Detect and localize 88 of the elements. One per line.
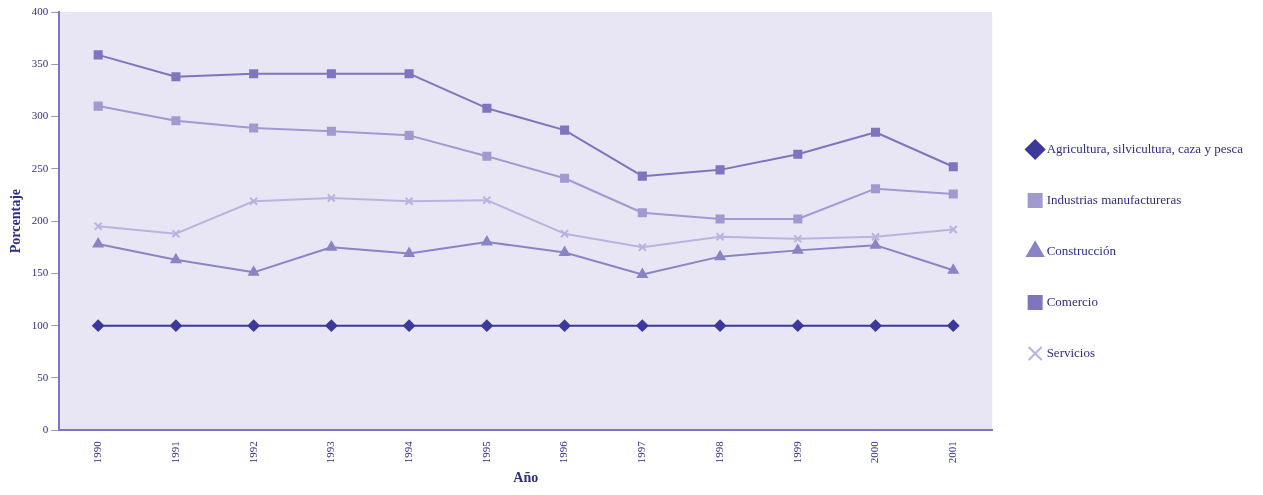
x-tick-label: 1997	[635, 440, 648, 464]
point	[482, 103, 492, 113]
x-tick-label: 1998	[712, 440, 725, 464]
y-tick-label: 100	[31, 318, 49, 331]
point	[637, 242, 647, 252]
point	[714, 319, 727, 332]
point	[403, 319, 416, 332]
point	[637, 268, 648, 278]
point	[871, 127, 881, 137]
point	[92, 319, 105, 332]
y-tick-label: 200	[31, 213, 49, 226]
point	[559, 246, 570, 256]
point	[404, 69, 414, 79]
point	[792, 244, 804, 254]
y-tick-label: 400	[31, 4, 49, 17]
point	[558, 319, 571, 332]
point	[249, 69, 259, 79]
y-tick-label: 50	[37, 370, 49, 383]
point	[948, 189, 958, 199]
x-tick-label: 1990	[91, 440, 104, 464]
point	[948, 162, 958, 172]
point	[480, 319, 493, 332]
y-tick-label: 250	[31, 161, 49, 174]
point	[560, 173, 570, 183]
x-tick-label: 1999	[790, 440, 803, 464]
point	[793, 214, 803, 224]
y-tick-label: 0	[42, 423, 49, 436]
point	[170, 253, 182, 264]
point	[248, 266, 259, 276]
point	[714, 250, 726, 261]
point	[715, 232, 725, 242]
point	[871, 184, 881, 194]
y-tick-label: 300	[31, 109, 49, 122]
y-axis-title: Porcentaje	[8, 188, 24, 254]
point	[715, 165, 725, 175]
point	[93, 101, 103, 111]
legend-label: Industrias manufactureras	[1046, 191, 1182, 207]
legend-label: Agricultura, silvicultura, caza y pesca	[1046, 140, 1244, 156]
point	[403, 247, 415, 258]
point	[171, 72, 181, 82]
point	[560, 125, 570, 135]
point	[870, 239, 881, 249]
point	[93, 221, 103, 231]
point	[560, 229, 570, 239]
point	[325, 319, 338, 332]
x-tick-label: 1995	[479, 440, 492, 464]
point	[482, 151, 492, 161]
x-tick-label: 1996	[557, 440, 570, 464]
y-tick-label: 150	[31, 266, 49, 279]
x-tick-label: 2000	[868, 440, 881, 464]
point	[326, 69, 336, 79]
x-tick-label: 1991	[168, 441, 181, 464]
x-tick-label: 1994	[402, 440, 415, 464]
point	[326, 126, 336, 136]
point	[249, 123, 259, 133]
point	[636, 319, 649, 332]
point	[715, 214, 725, 224]
legend-label: Comercio	[1046, 293, 1098, 309]
point	[637, 208, 647, 218]
point	[249, 196, 259, 206]
point	[793, 149, 803, 159]
point	[169, 319, 182, 332]
point	[404, 196, 414, 206]
point	[93, 50, 103, 60]
point	[793, 234, 803, 244]
point	[171, 229, 181, 239]
point	[637, 171, 647, 181]
point	[869, 319, 882, 332]
legend-label: Construcción	[1046, 242, 1117, 258]
x-tick-label: 2001	[946, 441, 959, 464]
x-tick-label: 1992	[246, 441, 259, 464]
point	[947, 264, 959, 274]
point	[326, 193, 336, 203]
point	[326, 241, 337, 251]
point	[171, 116, 181, 126]
point	[92, 238, 104, 248]
point	[404, 130, 414, 140]
x-tick-label: 1993	[324, 440, 337, 464]
legend-label: Servicios	[1046, 344, 1096, 360]
point	[482, 195, 492, 205]
point	[791, 319, 804, 332]
x-axis-title: Año	[513, 470, 539, 486]
point	[481, 236, 493, 246]
point	[871, 232, 881, 242]
y-tick-label: 350	[31, 57, 49, 70]
point	[247, 319, 260, 332]
point	[948, 224, 958, 234]
point	[947, 319, 960, 332]
